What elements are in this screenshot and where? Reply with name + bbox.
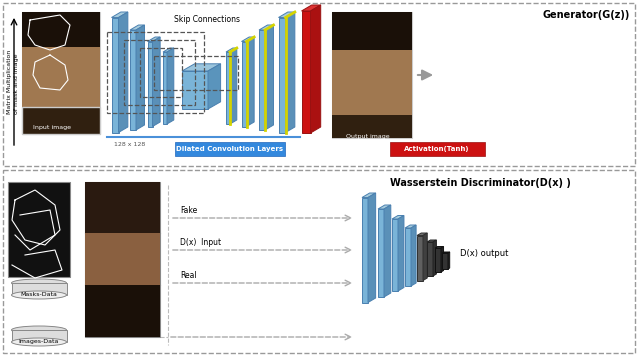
Bar (22, 47, 100, 107)
Bar (140, 48, 182, 97)
Polygon shape (241, 37, 254, 42)
Polygon shape (167, 48, 174, 124)
Polygon shape (130, 25, 145, 30)
Polygon shape (259, 30, 265, 130)
Polygon shape (441, 246, 444, 272)
Polygon shape (241, 42, 246, 126)
Bar (124, 40, 195, 105)
Polygon shape (278, 17, 285, 132)
Polygon shape (259, 25, 273, 30)
Bar (22, 12, 100, 47)
Ellipse shape (12, 291, 67, 299)
Polygon shape (285, 12, 295, 132)
Text: D(x)  Input: D(x) Input (180, 238, 221, 247)
Text: Wasserstein Discriminator(D(x) ): Wasserstein Discriminator(D(x) ) (390, 178, 570, 188)
Ellipse shape (12, 338, 67, 346)
Bar (22, 12, 100, 134)
Bar (8, 182, 70, 277)
Polygon shape (435, 248, 441, 272)
Polygon shape (448, 252, 450, 269)
Polygon shape (392, 215, 404, 219)
Polygon shape (136, 25, 145, 130)
Polygon shape (362, 198, 368, 303)
Text: Matrix Multiplication
of mask and image: Matrix Multiplication of mask and image (7, 50, 19, 114)
Polygon shape (147, 42, 152, 126)
Polygon shape (230, 48, 237, 124)
Polygon shape (384, 205, 391, 297)
Polygon shape (130, 30, 136, 130)
Polygon shape (182, 71, 208, 109)
Polygon shape (398, 215, 404, 291)
Polygon shape (208, 64, 221, 109)
Polygon shape (417, 233, 428, 236)
Polygon shape (152, 37, 160, 126)
Polygon shape (310, 5, 321, 133)
Text: Dilated Convolution Layers: Dilated Convolution Layers (177, 146, 284, 152)
Bar (107, 32, 204, 113)
Bar (85, 182, 160, 337)
Polygon shape (423, 233, 428, 281)
Text: Generator(G(z)): Generator(G(z)) (543, 10, 630, 20)
Bar (22, 107, 100, 134)
Polygon shape (392, 219, 398, 291)
Ellipse shape (12, 279, 67, 287)
Polygon shape (435, 246, 444, 248)
Polygon shape (246, 37, 254, 126)
Text: Real: Real (180, 271, 196, 280)
Polygon shape (417, 236, 423, 281)
Bar (12, 330, 67, 342)
Polygon shape (278, 12, 295, 17)
Polygon shape (111, 12, 128, 17)
FancyBboxPatch shape (390, 142, 485, 156)
Bar (3, 170, 635, 353)
Bar (3, 3, 635, 166)
Bar (85, 285, 160, 337)
Bar (154, 56, 238, 90)
Polygon shape (111, 17, 118, 132)
Text: Masks-Data: Masks-Data (20, 293, 58, 298)
Ellipse shape (12, 326, 67, 334)
Bar (332, 12, 412, 50)
Text: Input image: Input image (33, 125, 71, 130)
Polygon shape (378, 205, 391, 209)
Polygon shape (427, 240, 436, 242)
Polygon shape (182, 64, 221, 71)
Text: D(x) output: D(x) output (460, 248, 508, 257)
Polygon shape (442, 252, 450, 253)
Polygon shape (147, 37, 160, 42)
Polygon shape (427, 242, 433, 276)
Bar (332, 12, 412, 138)
Text: Output image: Output image (346, 134, 390, 139)
Polygon shape (265, 25, 273, 130)
Bar (12, 283, 67, 295)
Polygon shape (368, 193, 376, 303)
Polygon shape (118, 12, 128, 132)
Bar (85, 233, 160, 285)
Text: Fake: Fake (180, 206, 197, 215)
Polygon shape (226, 48, 237, 52)
Text: Skip Connections: Skip Connections (174, 15, 240, 24)
Polygon shape (362, 193, 376, 198)
Polygon shape (411, 225, 416, 286)
Polygon shape (378, 209, 384, 297)
Text: Images-Data: Images-Data (19, 340, 59, 345)
Bar (85, 182, 160, 233)
Bar (332, 50, 412, 115)
Polygon shape (163, 48, 174, 52)
Polygon shape (405, 228, 411, 286)
FancyBboxPatch shape (175, 142, 285, 156)
Text: Activation(Tanh): Activation(Tanh) (404, 146, 470, 152)
Polygon shape (433, 240, 436, 276)
Polygon shape (301, 5, 321, 11)
Polygon shape (301, 11, 310, 133)
Polygon shape (405, 225, 416, 228)
Bar (332, 115, 412, 138)
Polygon shape (442, 253, 448, 269)
Polygon shape (163, 52, 167, 124)
Text: 128 x 128: 128 x 128 (115, 142, 146, 147)
Polygon shape (226, 52, 230, 124)
